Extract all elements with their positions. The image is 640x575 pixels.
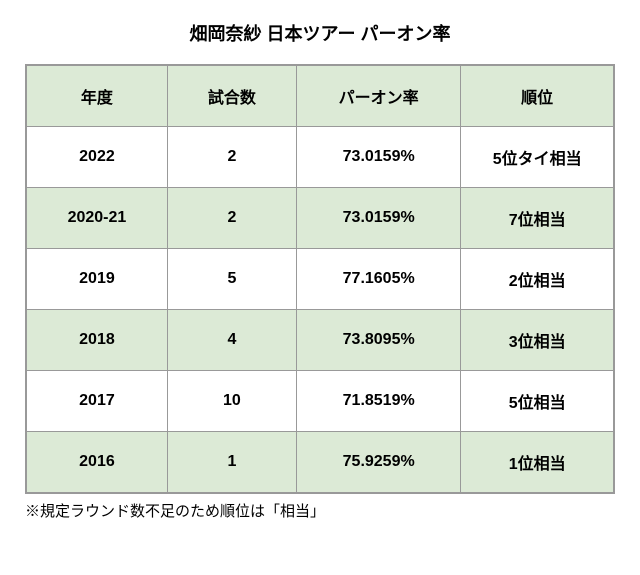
cell-games: 1 bbox=[167, 432, 296, 493]
table-row: 2018473.8095%3位相当 bbox=[27, 310, 614, 371]
cell-rank: 5位タイ相当 bbox=[461, 127, 614, 188]
cell-rate: 73.0159% bbox=[297, 127, 461, 188]
cell-rank: 2位相当 bbox=[461, 249, 614, 310]
cell-games: 2 bbox=[167, 127, 296, 188]
cell-rank: 3位相当 bbox=[461, 310, 614, 371]
table-row: 2019577.1605%2位相当 bbox=[27, 249, 614, 310]
table-row: 20171071.8519%5位相当 bbox=[27, 371, 614, 432]
cell-games: 4 bbox=[167, 310, 296, 371]
page-title: 畑岡奈紗 日本ツアー パーオン率 bbox=[25, 20, 615, 46]
cell-games: 2 bbox=[167, 188, 296, 249]
cell-rate: 73.0159% bbox=[297, 188, 461, 249]
cell-year: 2020-21 bbox=[27, 188, 168, 249]
header-games: 試合数 bbox=[167, 66, 296, 127]
cell-rank: 1位相当 bbox=[461, 432, 614, 493]
header-rank: 順位 bbox=[461, 66, 614, 127]
cell-rate: 71.8519% bbox=[297, 371, 461, 432]
table-header-row: 年度 試合数 パーオン率 順位 bbox=[27, 66, 614, 127]
cell-rank: 7位相当 bbox=[461, 188, 614, 249]
cell-year: 2017 bbox=[27, 371, 168, 432]
table-container: 年度 試合数 パーオン率 順位 2022273.0159%5位タイ相当2020-… bbox=[25, 64, 615, 494]
cell-year: 2016 bbox=[27, 432, 168, 493]
table-row: 2020-21273.0159%7位相当 bbox=[27, 188, 614, 249]
cell-rate: 73.8095% bbox=[297, 310, 461, 371]
header-rate: パーオン率 bbox=[297, 66, 461, 127]
table-row: 2022273.0159%5位タイ相当 bbox=[27, 127, 614, 188]
cell-year: 2022 bbox=[27, 127, 168, 188]
cell-rate: 75.9259% bbox=[297, 432, 461, 493]
footnote: ※規定ラウンド数不足のため順位は「相当」 bbox=[25, 500, 615, 521]
table-row: 2016175.9259%1位相当 bbox=[27, 432, 614, 493]
cell-year: 2018 bbox=[27, 310, 168, 371]
cell-year: 2019 bbox=[27, 249, 168, 310]
cell-rate: 77.1605% bbox=[297, 249, 461, 310]
cell-games: 5 bbox=[167, 249, 296, 310]
header-year: 年度 bbox=[27, 66, 168, 127]
cell-rank: 5位相当 bbox=[461, 371, 614, 432]
cell-games: 10 bbox=[167, 371, 296, 432]
stats-table: 年度 試合数 パーオン率 順位 2022273.0159%5位タイ相当2020-… bbox=[26, 65, 614, 493]
